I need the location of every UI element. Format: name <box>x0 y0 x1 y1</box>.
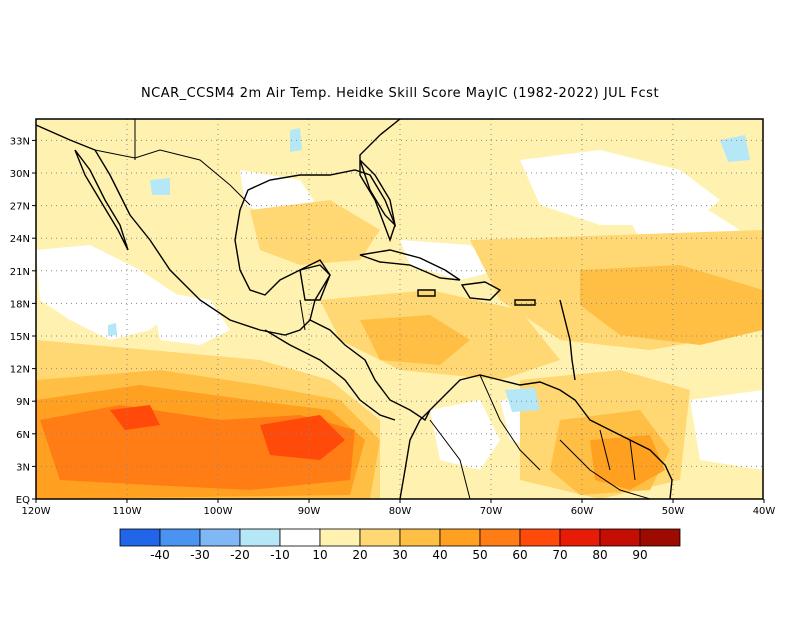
colorbar-swatch <box>519 528 561 547</box>
colorbar-label: -20 <box>230 548 250 562</box>
colorbar-swatch <box>319 528 361 547</box>
colorbar-swatch <box>279 528 321 547</box>
coast-baja-california <box>74 149 129 251</box>
lon-tick-label: 70W <box>480 506 503 517</box>
coast-central-america <box>309 319 431 422</box>
coast-cuba <box>359 249 461 281</box>
lat-tick-label: 21N <box>10 267 30 278</box>
lat-tick-label: 27N <box>10 202 30 213</box>
coast-yucatan <box>299 259 331 301</box>
field-white-southamerica <box>430 400 500 470</box>
latitude-axis: 33N 30N 27N 24N 21N 18N 15N 12N 9N 6N 3N EQ <box>10 136 36 506</box>
field-neg10-patch3 <box>505 388 540 412</box>
colorbar-label: 90 <box>632 548 647 562</box>
border-colombia <box>429 419 471 499</box>
colorbar-swatch <box>399 528 441 547</box>
field-neg10-patch1 <box>720 135 750 162</box>
colorbar-label: 70 <box>552 548 567 562</box>
lon-tick-label: 40W <box>753 506 776 517</box>
colorbar-swatch <box>439 528 481 547</box>
lon-tick-label: 110W <box>113 506 142 517</box>
field-white-east-pacific <box>36 245 185 340</box>
lon-tick-label: 100W <box>204 506 233 517</box>
lat-tick-label: 3N <box>16 462 30 473</box>
colorbar-swatch <box>159 528 201 547</box>
lon-tick-label: 80W <box>389 506 412 517</box>
colorbar-swatch <box>359 528 401 547</box>
coast-jamaica <box>417 289 436 297</box>
field-neg10-patch5 <box>108 323 117 336</box>
lat-tick-label: 18N <box>10 299 30 310</box>
political-borders <box>94 119 651 499</box>
field-level30-atlantic <box>580 265 763 345</box>
colorbar-label: -10 <box>270 548 290 562</box>
colorbar-label: -40 <box>150 548 170 562</box>
lon-tick-label: 120W <box>22 506 51 517</box>
lat-tick-label: 9N <box>16 397 30 408</box>
field-white-central-pacific <box>150 290 230 345</box>
lat-tick-label: 15N <box>10 332 30 343</box>
longitude-axis: 120W 110W 100W 90W 80W 70W 60W 50W 40W <box>22 499 776 517</box>
field-level20-gulf <box>250 200 380 265</box>
colorbar-swatch <box>559 528 601 547</box>
colorbar-label: 20 <box>352 548 367 562</box>
colorbar-label: 10 <box>312 548 327 562</box>
lon-tick-label: 90W <box>298 506 321 517</box>
coast-hispaniola <box>460 281 502 301</box>
lat-tick-label: 33N <box>10 136 30 147</box>
coastlines <box>36 119 673 499</box>
colorbar-swatch <box>119 528 161 547</box>
colorbar-swatch <box>199 528 241 547</box>
field-level60-pacific <box>260 415 345 460</box>
map-title: NCAR_CCSM4 2m Air Temp. Heidke Skill Sco… <box>140 86 660 101</box>
lat-tick-label: 12N <box>10 365 30 376</box>
colorbar-swatch <box>479 528 521 547</box>
colorbar-swatch <box>599 528 641 547</box>
lat-tick-label: 6N <box>16 430 30 441</box>
lon-tick-label: 50W <box>662 506 685 517</box>
lat-tick-label: EQ <box>16 495 30 506</box>
field-level60-pacific2 <box>110 405 160 430</box>
border-guyanas <box>599 429 636 481</box>
lon-tick-label: 60W <box>571 506 594 517</box>
border-venezuela <box>479 374 541 471</box>
border-brazil <box>559 439 651 499</box>
coast-florida <box>359 159 397 228</box>
map-gridlines <box>36 119 763 499</box>
lat-tick-label: 30N <box>10 169 30 180</box>
colorbar-swatch <box>639 528 681 547</box>
border-guatemala <box>299 299 306 331</box>
coast-south-america <box>399 374 673 499</box>
colorbar-swatch <box>239 528 281 547</box>
field-neg10-patch2 <box>150 178 170 195</box>
colorbar-label: 60 <box>512 548 527 562</box>
colorbar-label: 40 <box>432 548 447 562</box>
lat-tick-label: 24N <box>10 234 30 245</box>
border-us-mexico <box>94 149 251 206</box>
colorbar-label: 80 <box>592 548 607 562</box>
field-level30-caribbean <box>360 315 470 365</box>
field-white-east-atlantic <box>690 390 763 470</box>
colorbar-label: -30 <box>190 548 210 562</box>
colorbar: -40 -30 -20 -10 10 20 30 40 50 60 70 80 90 <box>119 528 681 562</box>
colorbar-label: 30 <box>392 548 407 562</box>
coast-lesser-antilles <box>559 299 576 381</box>
coast-central-america-pacific <box>264 329 396 421</box>
colorbar-label: 50 <box>472 548 487 562</box>
coast-puerto-rico <box>514 299 536 306</box>
skill-score-field <box>36 119 763 499</box>
